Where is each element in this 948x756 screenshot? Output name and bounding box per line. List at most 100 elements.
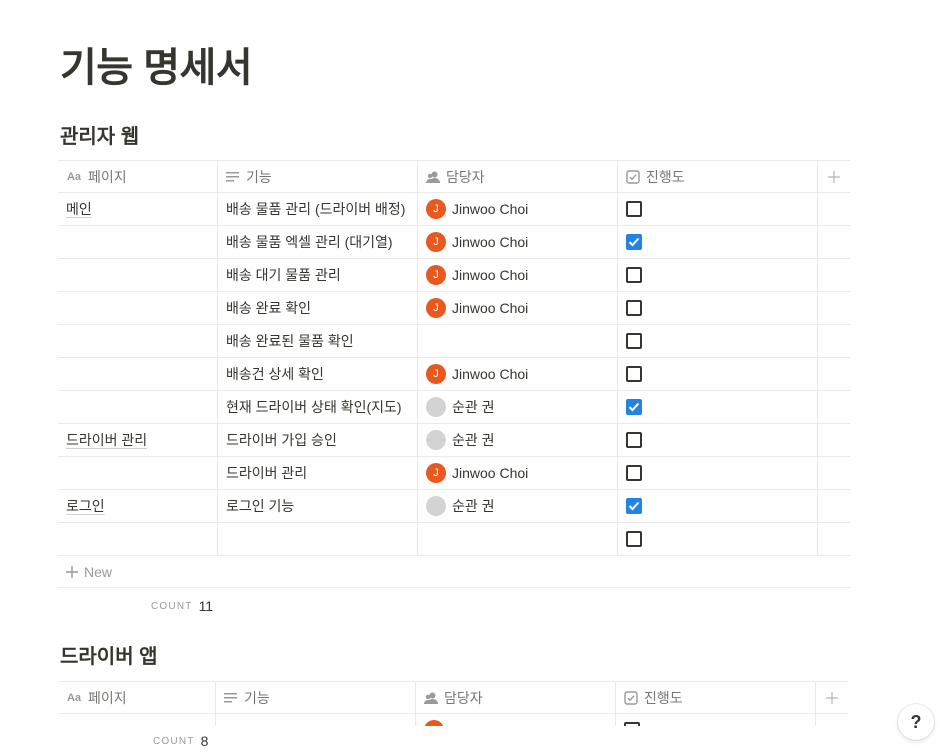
count-value: 8 [200, 733, 209, 749]
cell-spacer [818, 259, 850, 291]
cell-assignee[interactable] [418, 523, 618, 555]
progress-checkbox[interactable] [626, 531, 642, 547]
column-header-feature[interactable]: 기능 [216, 682, 416, 713]
column-header-label: 기능 [244, 689, 270, 706]
progress-checkbox[interactable] [626, 399, 642, 415]
feature-text: 드라이버 관리 [226, 465, 308, 481]
column-header-page[interactable]: Aa 페이지 [58, 682, 216, 713]
table-row[interactable]: 배송 완료된 물품 확인 [58, 325, 850, 358]
table-row[interactable]: 드라이버 관리 J Jinwoo Choi [58, 457, 850, 490]
cell-feature[interactable]: 현재 드라이버 상태 확인(지도) [218, 391, 418, 423]
cell-assignee[interactable]: 순관 권 [418, 391, 618, 423]
cell-feature[interactable]: 배송 완료된 물품 확인 [218, 325, 418, 357]
cell-page[interactable] [58, 391, 218, 423]
cell-page[interactable]: 메인 [58, 193, 218, 225]
page-name[interactable]: 드라이버 관리 [66, 432, 148, 448]
cell-spacer [818, 226, 850, 258]
page-name[interactable]: 로그인 [66, 498, 105, 514]
cell-assignee[interactable]: 순관 권 [418, 424, 618, 456]
cell-feature[interactable]: 배송 완료 확인 [218, 292, 418, 324]
cell-assignee[interactable]: J Jinwoo Choi [418, 226, 618, 258]
avatar: J [426, 232, 446, 252]
cell-page[interactable] [58, 325, 218, 357]
table-row[interactable] [58, 523, 850, 556]
progress-checkbox[interactable] [626, 333, 642, 349]
cell-progress [618, 523, 818, 555]
assignee-name: Jinwoo Choi [452, 267, 529, 283]
count-aggregation-driver-app[interactable]: COUNT 8 [58, 726, 850, 756]
cell-page[interactable] [58, 523, 218, 555]
cell-spacer [816, 714, 848, 726]
table-row[interactable]: 배송 대기 물품 관리 J Jinwoo Choi [58, 259, 850, 292]
cell-feature[interactable]: 배송 대기 물품 관리 [218, 259, 418, 291]
cell-progress [616, 714, 816, 726]
progress-checkbox[interactable] [626, 366, 642, 382]
table-row[interactable]: 배송건 상세 확인 J Jinwoo Choi [58, 358, 850, 391]
cell-page[interactable]: 로그인 [58, 490, 218, 522]
column-header-assignee[interactable]: 담당자 [416, 682, 616, 713]
progress-checkbox[interactable] [626, 300, 642, 316]
add-property-button[interactable] [818, 161, 850, 192]
cell-assignee[interactable]: J Jinwoo Choi [418, 457, 618, 489]
cell-page[interactable] [58, 292, 218, 324]
count-label: COUNT [153, 735, 195, 747]
cell-page[interactable] [58, 226, 218, 258]
table-header: Aa 페이지 기능 담당자 진행도 [58, 681, 848, 714]
column-header-progress[interactable]: 진행도 [616, 682, 816, 713]
feature-text: 배송건 상세 확인 [226, 366, 324, 382]
feature-text: 현재 드라이버 상태 확인(지도) [226, 399, 402, 415]
cell-feature[interactable]: 드라이버 가입 승인 [218, 424, 418, 456]
cell-assignee[interactable]: J Jinwoo Choi [418, 259, 618, 291]
table-row[interactable]: 배송 물품 엑셀 관리 (대기열) J Jinwoo Choi [58, 226, 850, 259]
progress-checkbox[interactable] [626, 267, 642, 283]
assignee-name: 순관 권 [452, 399, 495, 415]
page-title: 기능 명세서 [60, 46, 253, 90]
cell-assignee[interactable]: J Jinwoo Choi [418, 292, 618, 324]
avatar: J [426, 463, 446, 483]
table-row[interactable] [58, 714, 848, 726]
add-property-button[interactable] [816, 682, 848, 713]
assignee-name: Jinwoo Choi [452, 201, 529, 217]
progress-checkbox[interactable] [626, 432, 642, 448]
cell-feature[interactable] [218, 523, 418, 555]
text-property-icon [224, 691, 238, 705]
cell-progress [618, 325, 818, 357]
cell-assignee[interactable] [418, 325, 618, 357]
table-row[interactable]: 배송 완료 확인 J Jinwoo Choi [58, 292, 850, 325]
new-row-button[interactable]: New [58, 556, 850, 588]
column-header-page[interactable]: Aa 페이지 [58, 161, 218, 192]
cell-page[interactable] [58, 457, 218, 489]
column-header-assignee[interactable]: 담당자 [418, 161, 618, 192]
column-header-feature[interactable]: 기능 [218, 161, 418, 192]
cell-page [58, 714, 216, 726]
cell-feature[interactable]: 배송 물품 관리 (드라이버 배정) [218, 193, 418, 225]
cell-page[interactable]: 드라이버 관리 [58, 424, 218, 456]
progress-checkbox[interactable] [626, 234, 642, 250]
cell-feature[interactable]: 드라이버 관리 [218, 457, 418, 489]
cell-assignee[interactable]: 순관 권 [418, 490, 618, 522]
cell-assignee[interactable]: J Jinwoo Choi [418, 193, 618, 225]
cell-feature[interactable]: 로그인 기능 [218, 490, 418, 522]
column-header-label: 진행도 [646, 168, 685, 185]
title-property-icon: Aa [66, 691, 82, 704]
cell-feature[interactable]: 배송 물품 엑셀 관리 (대기열) [218, 226, 418, 258]
table-row[interactable]: 드라이버 관리 드라이버 가입 승인 순관 권 [58, 424, 850, 457]
cell-page[interactable] [58, 259, 218, 291]
avatar [426, 430, 446, 450]
cell-page[interactable] [58, 358, 218, 390]
help-button[interactable]: ? [898, 704, 934, 740]
check-icon [628, 237, 640, 247]
count-aggregation[interactable]: COUNT 11 [58, 588, 850, 624]
page-name[interactable]: 메인 [66, 201, 92, 217]
progress-checkbox[interactable] [626, 201, 642, 217]
cell-feature[interactable]: 배송건 상세 확인 [218, 358, 418, 390]
progress-checkbox[interactable] [626, 465, 642, 481]
avatar [424, 720, 444, 726]
table-row[interactable]: 메인 배송 물품 관리 (드라이버 배정) J Jinwoo Choi [58, 193, 850, 226]
progress-checkbox[interactable] [626, 498, 642, 514]
column-header-progress[interactable]: 진행도 [618, 161, 818, 192]
checkbox[interactable] [624, 722, 640, 726]
table-row[interactable]: 로그인 로그인 기능 순관 권 [58, 490, 850, 523]
cell-assignee[interactable]: J Jinwoo Choi [418, 358, 618, 390]
table-row[interactable]: 현재 드라이버 상태 확인(지도) 순관 권 [58, 391, 850, 424]
